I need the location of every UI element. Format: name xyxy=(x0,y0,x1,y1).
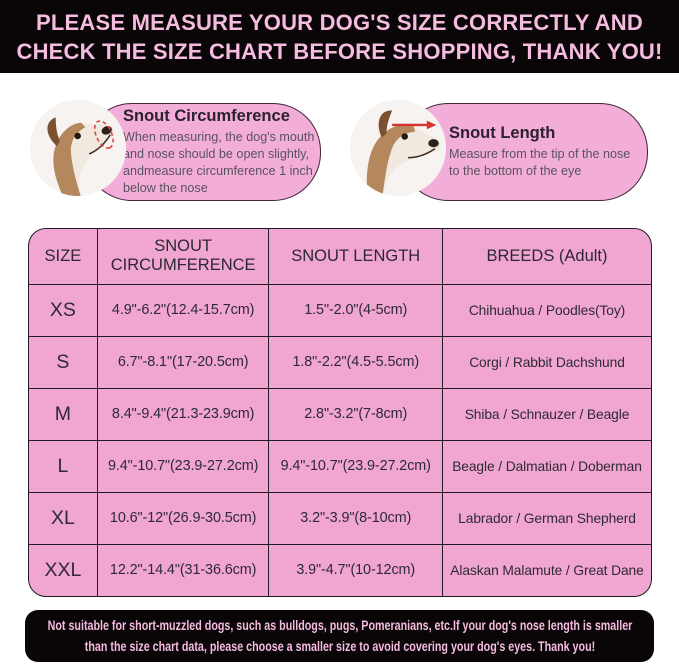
length-value: 3.2"-3.9"(8-10cm) xyxy=(268,492,442,544)
banner-line2: CHECK THE SIZE CHART BEFORE SHOPPING, TH… xyxy=(16,38,663,64)
length-value: 2.8"-3.2"(7-8cm) xyxy=(268,388,442,440)
dog-photo-circumference xyxy=(30,100,126,196)
column-header-length: SNOUT LENGTH xyxy=(268,229,442,284)
size-value: XXL xyxy=(44,558,82,581)
warning-banner: PLEASE MEASURE YOUR DOG'S SIZE CORRECTLY… xyxy=(0,0,679,73)
snout-circumference-card: Snout Circumference When measuring, the … xyxy=(84,103,321,201)
column-header-size: SIZE xyxy=(44,246,82,265)
dashed-ellipse-icon xyxy=(93,120,114,149)
column-header-breeds: BREEDS (Adult) xyxy=(442,229,651,284)
column-header-circumference: SNOUT CIRCUMFERENCE xyxy=(96,229,269,284)
circumference-value: 6.7"-8.1"(17-20.5cm) xyxy=(96,336,269,388)
breeds-value: Shiba / Schnauzer / Beagle xyxy=(442,388,651,440)
length-value: 9.4"-10.7"(23.9-27.2cm) xyxy=(268,440,442,492)
size-value: XS xyxy=(49,298,76,321)
table-row-xl: XL 10.6"-12"(26.9-30.5cm) 3.2"-3.9"(8-10… xyxy=(29,491,651,544)
table-row-m: M 8.4"-9.4"(21.3-23.9cm) 2.8"-3.2"(7-8cm… xyxy=(29,387,651,440)
dog-photo-length xyxy=(350,100,446,196)
table-row-l: L 9.4"-10.7"(23.9-27.2cm) 9.4"-10.7"(23.… xyxy=(29,439,651,492)
size-value: L xyxy=(57,454,69,477)
length-value: 1.5"-2.0"(4-5cm) xyxy=(268,284,442,336)
table-row-xxl: XXL 12.2"-14.4"(31-36.6cm) 3.9"-4.7"(10-… xyxy=(29,543,651,596)
breeds-value: Alaskan Malamute / Great Dane xyxy=(442,544,651,596)
measure-arrow-icon xyxy=(392,120,437,130)
length-value: 1.8"-2.2"(4.5-5.5cm) xyxy=(268,336,442,388)
size-value: XL xyxy=(50,506,75,529)
table-header-row: SIZE SNOUT CIRCUMFERENCE SNOUT LENGTH BR… xyxy=(29,229,651,284)
breeds-value: Chihuahua / Poodles(Toy) xyxy=(442,284,651,336)
table-row-xs: XS 4.9"-6.2"(12.4-15.7cm) 1.5"-2.0"(4-5c… xyxy=(29,283,651,336)
breeds-value: Corgi / Rabbit Dachshund xyxy=(442,336,651,388)
breeds-value: Beagle / Dalmatian / Doberman xyxy=(442,440,651,492)
snout-length-instructions: Measure from the tip of the nose to the … xyxy=(449,147,631,178)
snout-circumference-instructions: When measuring, the dog's mouth and nose… xyxy=(123,130,315,195)
circumference-value: 4.9"-6.2"(12.4-15.7cm) xyxy=(96,284,269,336)
circumference-value: 9.4"-10.7"(23.9-27.2cm) xyxy=(96,440,269,492)
length-value: 3.9"-4.7"(10-12cm) xyxy=(268,544,442,596)
dog-head-illustration xyxy=(30,100,126,196)
size-value: M xyxy=(54,402,72,425)
table-row-s: S 6.7"-8.1"(17-20.5cm) 1.8"-2.2"(4.5-5.5… xyxy=(29,335,651,388)
size-value: S xyxy=(56,350,70,373)
dog-head-illustration xyxy=(350,100,446,196)
circumference-value: 10.6"-12"(26.9-30.5cm) xyxy=(96,492,269,544)
footer-note-text: Not suitable for short-muzzled dogs, suc… xyxy=(47,617,632,654)
circumference-value: 8.4"-9.4"(21.3-23.9cm) xyxy=(96,388,269,440)
circumference-value: 12.2"-14.4"(31-36.6cm) xyxy=(96,544,269,596)
snout-circumference-title: Snout Circumference xyxy=(123,107,290,126)
banner-line1: PLEASE MEASURE YOUR DOG'S SIZE CORRECTLY… xyxy=(36,9,643,35)
footer-note: Not suitable for short-muzzled dogs, suc… xyxy=(25,610,654,662)
snout-length-title: Snout Length xyxy=(449,124,556,143)
breeds-value: Labrador / German Shepherd xyxy=(442,492,651,544)
size-chart-table: SIZE SNOUT CIRCUMFERENCE SNOUT LENGTH BR… xyxy=(28,228,652,597)
